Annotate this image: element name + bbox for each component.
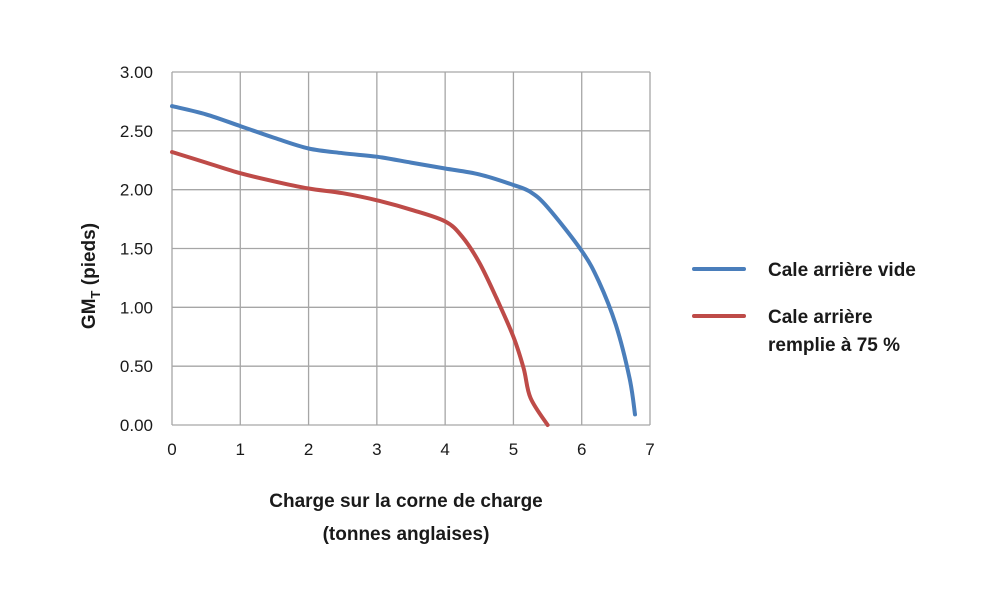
grid <box>171 71 651 426</box>
x-tick-label: 5 <box>509 440 518 459</box>
y-tick-label: 0.50 <box>120 357 153 376</box>
y-tick-label: 1.50 <box>120 240 153 259</box>
legend-label-1: Cale arrière <box>768 307 873 328</box>
legend-label-0: Cale arrière vide <box>768 260 916 281</box>
legend-label-1: remplie à 75 % <box>768 335 900 356</box>
x-tick-label: 6 <box>577 440 586 459</box>
x-axis-ticks: 0 1 2 3 4 5 6 7 <box>167 440 654 459</box>
x-axis-title-line-1: Charge sur la corne de charge <box>269 491 543 512</box>
x-axis-title-line-2: (tonnes anglaises) <box>323 524 490 545</box>
y-axis-title-subscript: T <box>88 290 103 298</box>
series-line-0 <box>170 104 637 417</box>
series-line-1 <box>170 150 550 427</box>
x-tick-label: 7 <box>645 440 654 459</box>
y-tick-label: 2.00 <box>120 181 153 200</box>
y-tick-label: 0.00 <box>120 416 153 435</box>
y-tick-label: 3.00 <box>120 63 153 82</box>
x-tick-label: 2 <box>304 440 313 459</box>
series-lines <box>170 104 637 427</box>
legend: Cale arrière vide Cale arrière remplie à 7… <box>692 260 916 356</box>
x-tick-label: 1 <box>236 440 245 459</box>
y-axis-ticks: 0.00 0.50 1.00 1.50 2.00 2.50 3.00 <box>120 63 153 435</box>
x-tick-label: 3 <box>372 440 381 459</box>
y-axis-title-main: GM <box>79 298 100 329</box>
x-tick-label: 4 <box>440 440 449 459</box>
x-tick-label: 0 <box>167 440 176 459</box>
y-axis-title-rest: (pieds) <box>79 223 100 291</box>
y-tick-label: 2.50 <box>120 122 153 141</box>
y-axis-title: GMT (pieds) <box>79 223 103 329</box>
y-tick-label: 1.00 <box>120 298 153 317</box>
